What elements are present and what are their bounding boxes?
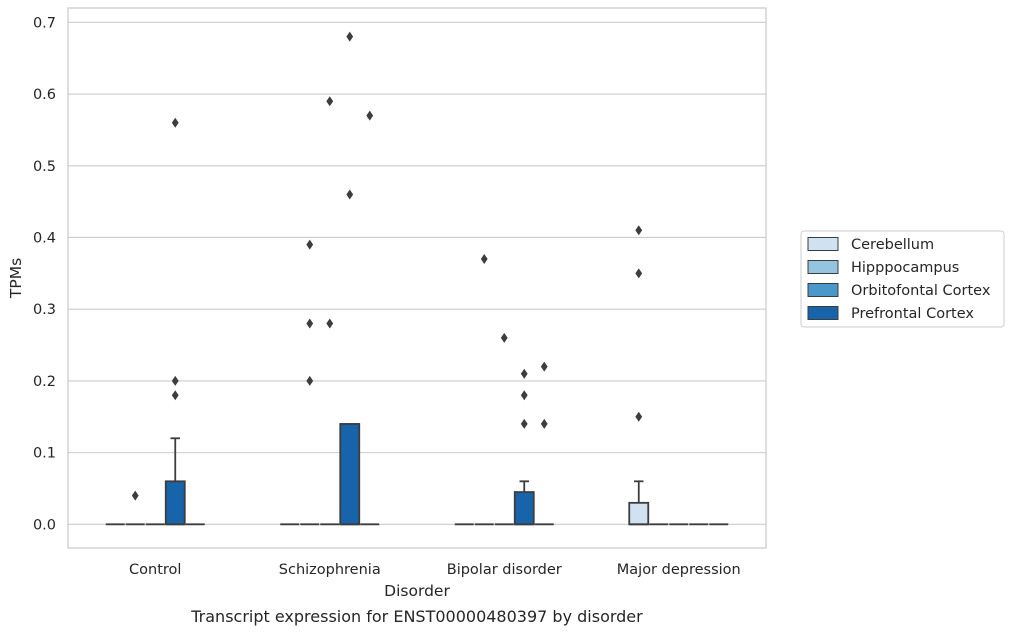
outlier-point [635, 411, 643, 422]
plot-frame [67, 7, 767, 549]
y-tick-label: 0.1 [33, 446, 56, 462]
y-tick-label: 0.5 [33, 159, 56, 175]
y-tick-label: 0.0 [33, 517, 56, 533]
outlier-point [171, 390, 179, 401]
outlier-point [520, 418, 528, 429]
y-tick-labels: 0.0 0.1 0.2 0.3 0.4 0.5 0.6 0.7 [33, 15, 56, 533]
outlier-point [306, 239, 314, 250]
box-group [320, 96, 340, 526]
outlier-point [500, 332, 508, 343]
legend-frame [800, 230, 1005, 328]
outlier-point [520, 390, 528, 401]
outlier-point [366, 110, 374, 121]
x-tick-label: Major depression [617, 562, 741, 578]
outlier-point [346, 189, 354, 200]
y-tick-label: 0.4 [33, 230, 56, 246]
box-group [339, 31, 361, 526]
figure-caption: Transcript expression for ENST0000048039… [190, 607, 643, 626]
legend-swatch [807, 260, 839, 274]
outlier-point [171, 375, 179, 386]
box [164, 480, 186, 526]
outlier-point [635, 268, 643, 279]
box-group [164, 117, 186, 526]
legend-swatch [807, 306, 839, 320]
box [628, 501, 650, 526]
box-group [360, 110, 380, 526]
outlier-point [480, 253, 488, 264]
box-group [125, 490, 145, 526]
outlier-point [326, 318, 334, 329]
legend: Cerebellum Hipppocampus Orbitofontal Corte… [800, 230, 1005, 328]
y-axis-title: TPMs [7, 258, 25, 299]
outlier-point [326, 96, 334, 107]
x-axis-title: Disorder [384, 582, 450, 600]
box-group [494, 332, 514, 526]
x-tick-label: Control [129, 562, 181, 578]
legend-label: Prefrontal Cortex [851, 306, 974, 322]
outlier-point [171, 117, 179, 128]
box-group [300, 239, 320, 526]
legend-label: Cerebellum [851, 237, 934, 253]
x-tick-label: Schizophrenia [279, 562, 381, 578]
x-tick-labels: Control Schizophrenia Bipolar disorder Majo… [129, 562, 741, 578]
outlier-point [540, 361, 548, 372]
box-plot-marks [105, 31, 729, 526]
outlier-point [306, 318, 314, 329]
box-group [513, 368, 535, 526]
y-tick-label: 0.2 [33, 374, 56, 390]
box-group [474, 253, 494, 526]
y-tick-label: 0.3 [33, 302, 56, 318]
outlier-point [306, 375, 314, 386]
box [339, 423, 361, 526]
outlier-point [346, 31, 354, 42]
legend-label: Orbitofontal Cortex [851, 283, 991, 299]
y-tick-label: 0.7 [33, 15, 56, 31]
box-group [628, 225, 650, 526]
outlier-point [635, 225, 643, 236]
outlier-point [520, 368, 528, 379]
y-tick-label: 0.6 [33, 87, 56, 103]
outlier-point [540, 418, 548, 429]
box [513, 491, 535, 526]
x-tick-label: Bipolar disorder [447, 562, 562, 578]
outlier-point [131, 490, 139, 501]
box-group [534, 361, 554, 526]
legend-label: Hipppocampus [851, 260, 959, 276]
grid-lines [68, 21, 766, 525]
legend-swatch [807, 237, 839, 251]
legend-swatch [807, 283, 839, 297]
